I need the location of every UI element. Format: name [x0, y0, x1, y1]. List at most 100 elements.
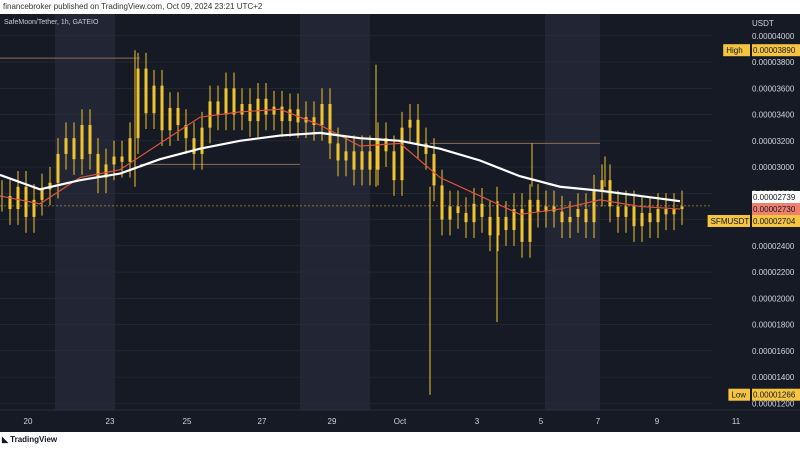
candle-body	[192, 138, 196, 154]
candle-body	[672, 209, 676, 215]
price-label-value: 0.00002730	[753, 205, 796, 214]
candle-body	[24, 186, 28, 217]
candle-body	[448, 206, 452, 220]
candle-body	[680, 206, 684, 210]
footer-bar: ◣ TradingView	[0, 432, 800, 450]
candle-body	[128, 138, 132, 162]
candle-body	[72, 138, 76, 160]
candle-body	[208, 101, 212, 128]
y-tick-label: 0.00003600	[752, 84, 795, 93]
candle-body	[8, 195, 12, 210]
candle-body	[224, 88, 228, 115]
ma-slow-line	[0, 131, 681, 203]
x-axis: 20 23 25 27 29 Oct 3 5 7 9 11	[0, 409, 800, 426]
y-axis-unit: USDT	[752, 19, 774, 28]
candle-body	[424, 143, 428, 154]
candle-body	[200, 127, 204, 154]
candle-body	[352, 151, 356, 170]
price-label-value: 0.00003890	[753, 46, 796, 55]
candle-body	[176, 107, 180, 126]
candle-body	[584, 209, 588, 223]
y-tick-label: 0.00003200	[752, 137, 795, 146]
candle-body	[312, 117, 316, 126]
candles	[0, 50, 684, 395]
price-chart[interactable]: USDT 0.00004000 0.00003800 0.00003600 0.0000…	[0, 14, 800, 432]
price-label-box	[752, 388, 800, 401]
grid-lines	[0, 35, 712, 404]
y-tick-label: 0.00001200	[752, 399, 795, 408]
candle-body	[344, 151, 348, 161]
price-label: 0.00003890 High	[723, 44, 800, 57]
candle-body	[152, 85, 156, 114]
candle-body	[112, 156, 116, 165]
candle-body	[480, 203, 484, 217]
candle-body	[96, 153, 100, 178]
candle-body	[488, 216, 492, 236]
candle-body	[368, 151, 372, 170]
candle-body	[656, 209, 660, 223]
candle-body	[80, 125, 84, 160]
candle-body	[288, 109, 292, 122]
candle-body	[184, 125, 188, 139]
candle-body	[632, 206, 636, 227]
tradingview-logo-icon: ◣	[2, 435, 9, 444]
candle-body	[256, 98, 260, 122]
candle-body	[536, 199, 540, 212]
x-tick-label: 9	[655, 417, 660, 426]
candle-body	[408, 119, 412, 128]
price-label-box	[752, 215, 800, 227]
candle-body	[232, 88, 236, 115]
weekend-band	[55, 14, 115, 410]
candle-body	[496, 216, 500, 236]
price-label-value: 0.00001266	[753, 391, 796, 400]
price-label: 0.00002739	[752, 191, 800, 203]
tradingview-logo[interactable]: ◣ TradingView	[2, 435, 57, 444]
x-tick-label: 11	[732, 417, 741, 426]
moving-averages	[0, 108, 681, 215]
candle-body	[160, 85, 164, 131]
candle-body	[616, 206, 620, 217]
candle-body	[64, 138, 68, 154]
chart-area[interactable]: USDT 0.00004000 0.00003800 0.00003600 0.0000…	[0, 14, 800, 432]
price-labels: 0.00003890High0.000027390.000027300.0000…	[707, 44, 800, 401]
candle-body	[320, 104, 324, 126]
candle-body	[400, 127, 404, 181]
y-tick-label: 0.00001400	[752, 373, 795, 382]
y-tick-label: 0.00002400	[752, 242, 795, 251]
candle-body	[608, 180, 612, 207]
candle-body	[640, 213, 644, 227]
x-tick-label: 29	[328, 417, 337, 426]
y-tick-label: 0.00002000	[752, 294, 795, 303]
candle-body	[144, 68, 148, 114]
price-label-tag	[707, 215, 750, 227]
candle-body	[120, 156, 124, 162]
candle-body	[360, 151, 364, 170]
candle-body	[592, 190, 596, 223]
y-tick-label: 0.00003800	[752, 58, 795, 67]
price-label-tag	[728, 388, 750, 401]
price-label: 0.00002730	[752, 203, 800, 215]
candle-body	[664, 209, 668, 215]
candle-body	[544, 206, 548, 212]
publisher-header: financebroker published on TradingView.c…	[0, 0, 800, 14]
price-label-name: High	[726, 46, 742, 55]
price-label-value: 0.00002739	[753, 193, 796, 202]
candle-body	[216, 101, 220, 115]
candle-body	[624, 206, 628, 217]
candle-body	[104, 164, 108, 178]
y-tick-label: 0.00003400	[752, 111, 795, 120]
candle-body	[416, 119, 420, 144]
y-tick-label: 0.00001800	[752, 321, 795, 330]
candle-body	[168, 107, 172, 131]
candle-body	[432, 153, 436, 186]
x-tick-label: 27	[258, 417, 267, 426]
price-label-box	[752, 44, 800, 57]
price-label-name: SFMUSDT	[711, 217, 750, 226]
price-label-box	[752, 203, 800, 215]
candle-body	[464, 213, 468, 223]
candle-body	[280, 106, 284, 122]
candle-body	[648, 213, 652, 223]
x-tick-label: 25	[183, 417, 192, 426]
candle-body	[472, 203, 476, 223]
